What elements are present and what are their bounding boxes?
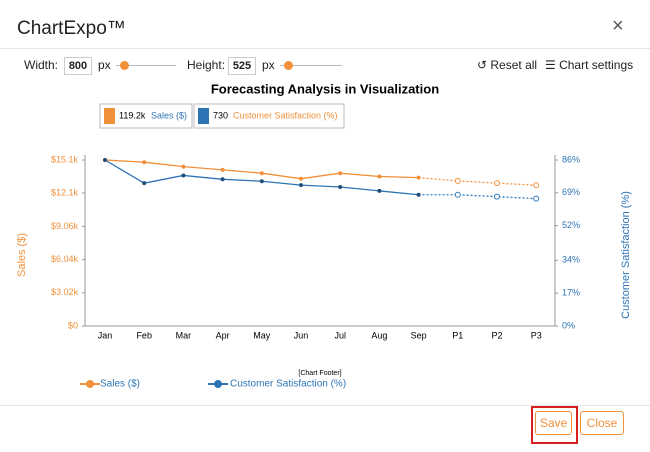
point [259,179,264,184]
y-tick-label: $3.02k [51,287,79,297]
summary-value: 730 [213,110,228,120]
point [299,176,303,181]
x-tick-label: P2 [491,330,502,340]
close-icon[interactable]: × [612,15,624,37]
x-tick-label: Jan [98,330,113,340]
forecast-point [454,191,461,198]
close-button[interactable]: Close [580,411,624,435]
y2-tick-label: 34% [562,255,580,265]
y2-axis-label: Customer Satisfaction (%) [620,191,632,319]
point [416,192,421,197]
slider-track [116,65,176,66]
point [142,160,147,165]
settings-text: Chart settings [559,58,634,72]
chart: Forecasting Analysis in Visualization 11… [16,81,632,390]
x-tick-label: Apr [216,330,230,340]
point [220,177,225,182]
point [377,174,382,179]
y-tick-label: $6.04k [51,254,79,264]
chart-title: Forecasting Analysis in Visualization [211,81,439,96]
legend-label: Customer Satisfaction (%) [230,379,346,390]
point [220,167,225,172]
legend-label: Sales ($) [100,379,140,390]
x-tick-label: P1 [452,330,463,340]
settings-button[interactable]: ☰ Chart settings [545,58,634,72]
point [259,171,264,176]
forecast-point [533,182,540,189]
point [299,183,303,188]
y-tick-label: $15.1k [51,154,79,164]
y-tick-label: $9.06k [51,221,79,231]
series-line [104,159,419,180]
save-button[interactable]: Save [535,411,572,435]
forecast-point [454,177,461,184]
y-tick-label: $12.1k [51,187,79,197]
slider-track [280,65,342,66]
forecast-line [418,176,537,186]
slider-knob[interactable] [284,61,293,70]
point [142,181,147,186]
slider-knob[interactable] [120,61,129,70]
point [181,164,186,169]
y2-tick-label: 86% [562,154,580,164]
y2-tick-label: 69% [562,187,580,197]
point [377,188,382,193]
summary-value: 119.2k [119,110,146,120]
legend-marker [86,380,94,388]
x-tick-label: Feb [136,330,152,340]
point [338,171,343,176]
reset-button[interactable]: ↺ Reset all [477,58,538,72]
point [338,185,343,190]
width-label: Width: [24,58,59,72]
unit: px [262,58,275,72]
summary-box [99,103,193,129]
chart-footer: [Chart Footer] [298,370,341,377]
y-axis-label: Sales ($) [16,233,28,277]
y2-tick-label: 0% [562,320,575,330]
summary-swatch [198,108,209,124]
x-tick-label: Jun [294,330,309,340]
unit: px [98,58,111,72]
y2-tick-label: 52% [562,220,580,230]
app-title: ChartExpo™ [17,18,126,39]
point [181,173,186,178]
point [103,158,107,162]
x-tick-label: Jul [334,330,346,340]
divider [0,405,650,406]
point [416,175,421,180]
y-tick-label: $0 [68,320,78,330]
forecast-line [418,194,537,200]
height-label: Height: [187,58,226,72]
x-tick-label: P3 [531,330,542,340]
y2-tick-label: 17% [562,288,580,298]
summary-swatch [104,108,115,124]
divider [0,48,650,49]
summary-box [193,103,345,129]
series-line [104,159,419,196]
x-tick-label: Aug [371,330,387,340]
save-highlight [531,406,578,444]
width-input[interactable]: 800 [64,57,92,75]
height-input[interactable]: 525 [228,57,256,75]
forecast-point [494,193,500,200]
x-tick-label: Sep [411,330,427,340]
legend-marker [214,380,222,388]
summary-name: Sales ($) [151,110,187,120]
forecast-point [533,195,540,202]
forecast-point [494,180,500,187]
reset-text: Reset all [490,58,538,72]
summary-name: Customer Satisfaction (%) [233,110,338,120]
x-tick-label: Mar [176,330,192,340]
x-tick-label: May [253,330,271,340]
